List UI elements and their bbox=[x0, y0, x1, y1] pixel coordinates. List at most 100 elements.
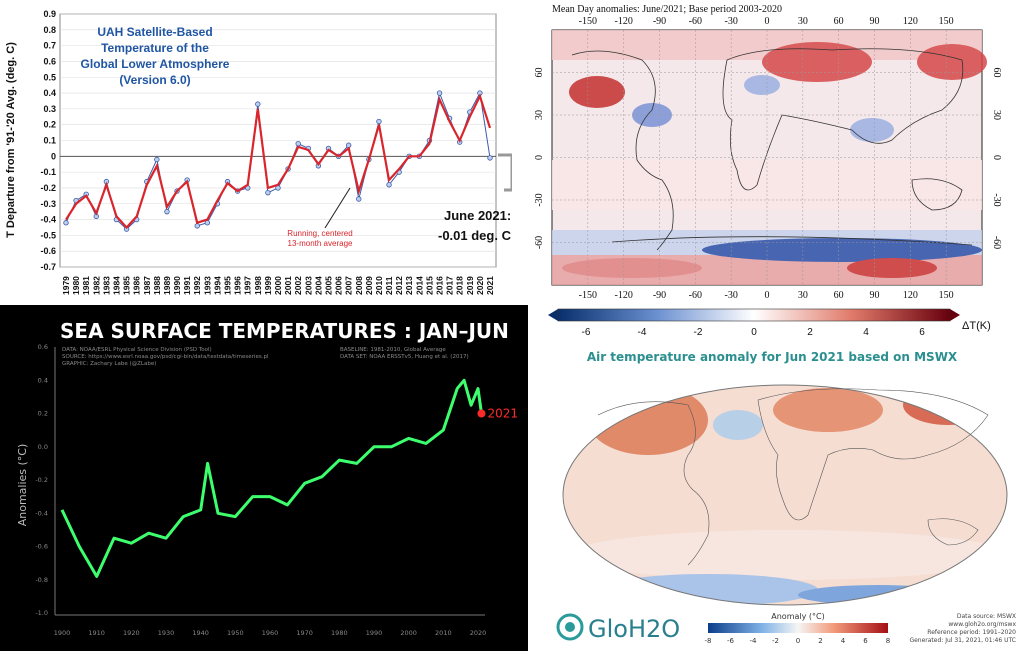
mean-day-lon-tick: 120 bbox=[903, 290, 918, 301]
mswx-colorbar-tick: 4 bbox=[841, 637, 846, 645]
sst-y-tick-label: -0.6 bbox=[35, 543, 48, 551]
mswx-colorbar-tick: 2 bbox=[818, 637, 822, 645]
sst-meta-left: DATA: NOAA/ESRL Physical Science Divisio… bbox=[62, 347, 269, 367]
sst-2021-label: 2021 bbox=[487, 407, 518, 421]
mean-day-lat-tick: 60 bbox=[991, 68, 1002, 78]
uah-x-tick-label: 1990 bbox=[172, 276, 182, 295]
uah-x-tick-label: 1997 bbox=[243, 276, 253, 295]
sst-y-tick-label: -1.0 bbox=[35, 609, 48, 617]
mean-day-lon-tick: 150 bbox=[939, 290, 954, 301]
uah-y-tick-label: -0.5 bbox=[40, 230, 56, 240]
uah-monthly-point bbox=[265, 189, 271, 196]
uah-x-tick-label: 2017 bbox=[445, 276, 455, 295]
uah-monthly-point bbox=[194, 223, 200, 229]
uah-running-arrow bbox=[324, 187, 351, 229]
mean-day-lon-tick: -30 bbox=[724, 16, 737, 27]
uah-y-tick-label: -0.7 bbox=[40, 262, 56, 272]
mean-day-lat-tick: -60 bbox=[991, 236, 1002, 249]
mswx-map: -6 -4 -2 0 2 4 6 ΔT(K) Air temperature anomaly… bbox=[548, 308, 1016, 645]
sst-y-axis-label: Anomalies (°C) bbox=[16, 444, 29, 527]
sst-meta-right-1: BASELINE: 1981-2010, Global Average bbox=[340, 347, 446, 353]
mswx-panel: -6 -4 -2 0 2 4 6 ΔT(K) Air temperature anomaly… bbox=[528, 305, 1024, 651]
sst-x-tick-label: 1920 bbox=[123, 629, 140, 637]
mean-day-title: Mean Day anomalies: June/2021; Base peri… bbox=[552, 4, 782, 15]
sst-line bbox=[60, 378, 483, 578]
uah-y-tick-label: 0.1 bbox=[43, 136, 56, 146]
sst-x-tick-label: 1910 bbox=[88, 629, 105, 637]
mean-day-lon-tick: -120 bbox=[614, 290, 632, 301]
sst-x-tick-label: 1950 bbox=[227, 629, 244, 637]
uah-x-tick-label: 2012 bbox=[394, 276, 404, 295]
uah-x-tick-label: 2011 bbox=[384, 276, 394, 295]
uah-y-tick-label: 0.5 bbox=[43, 72, 56, 82]
mean-day-lat-tick: 0 bbox=[991, 155, 1002, 160]
uah-x-tick-label: 1982 bbox=[91, 276, 101, 295]
sst-meta-right-2: DATA SET: NOAA ERSSTv5, Huang et al. (20… bbox=[340, 354, 469, 360]
sst-y-tick-label: 0.2 bbox=[38, 410, 48, 418]
mean-day-lon-tick: -150 bbox=[579, 290, 597, 301]
mean-day-lon-tick: 30 bbox=[798, 290, 808, 301]
uah-x-tick-label: 1987 bbox=[142, 276, 152, 295]
uah-y-tick-label: -0.6 bbox=[40, 246, 56, 256]
uah-june-label-2: -0.01 deg. C bbox=[438, 228, 512, 243]
uah-x-tick-label: 2009 bbox=[364, 276, 374, 295]
uah-x-tick-label: 2008 bbox=[354, 276, 364, 295]
mswx-colorbar-tick: -4 bbox=[750, 637, 758, 645]
uah-y-axis-label: T Departure from '91-'20 Avg. (deg. C) bbox=[5, 42, 17, 238]
mean-day-lat-tick: 0 bbox=[534, 155, 545, 160]
uah-june-callout bbox=[498, 153, 512, 192]
mean-day-colorbar-ticks: -6 -4 -2 0 2 4 6 bbox=[582, 327, 926, 338]
mean-day-coastlines bbox=[571, 48, 973, 251]
mean-day-lon-tick: 90 bbox=[870, 16, 880, 27]
uah-x-tick-label: 1985 bbox=[122, 276, 132, 295]
sst-meta-left-1: DATA: NOAA/ESRL Physical Science Divisio… bbox=[62, 347, 212, 353]
uah-monthly-point bbox=[345, 142, 352, 148]
uah-title-line-3: Global Lower Atmosphere bbox=[81, 57, 230, 71]
mean-day-lon-tick: -60 bbox=[689, 16, 702, 27]
uah-monthly-point bbox=[376, 118, 382, 125]
mswx-info-1: Data source: MSWX bbox=[957, 613, 1016, 620]
uah-x-tick-label: 2003 bbox=[303, 276, 313, 295]
uah-y-tick-label: -0.3 bbox=[40, 199, 56, 209]
sst-x-tick-label: 1980 bbox=[331, 629, 348, 637]
mean-day-lon-tick: -60 bbox=[689, 290, 702, 301]
mean-day-lat-ticks-left: 60 30 0 -30 -60 bbox=[534, 68, 545, 250]
uah-y-tick-labels: 0.9 0.8 0.7 0.6 0.5 0.4 0.3 0.2 0.1 0 -0.1 -0.2 -0.3… bbox=[40, 9, 56, 272]
uah-running-annotation: Running, centered 13-month average bbox=[287, 229, 353, 248]
uah-x-tick-label: 2013 bbox=[404, 276, 414, 295]
sst-x-tick-label: 1970 bbox=[296, 629, 313, 637]
mean-day-lat-ticks-right: 60 30 0 -30 -60 bbox=[991, 68, 1002, 250]
mean-day-lon-tick: 60 bbox=[834, 290, 844, 301]
sst-x-tick-label: 2000 bbox=[400, 629, 417, 637]
sst-y-tick-labels: -1.0 -0.8 -0.6 -0.4 -0.2 0.0 0.2 0.4 0.6 bbox=[35, 343, 48, 617]
mean-day-colorbar-tick: -6 bbox=[582, 327, 591, 338]
uah-running-line bbox=[65, 93, 492, 230]
mean-day-colorbar-tick: 6 bbox=[919, 327, 925, 338]
uah-y-tick-label: 0.4 bbox=[43, 88, 56, 98]
uah-title: UAH Satellite-Based Temperature of the G… bbox=[81, 25, 230, 87]
mean-day-colorbar-unit: ΔT(K) bbox=[962, 320, 991, 332]
uah-title-line-4: (Version 6.0) bbox=[119, 73, 190, 87]
mswx-colorbar-tick: -8 bbox=[705, 637, 712, 645]
uah-y-tick-label: -0.2 bbox=[40, 183, 56, 193]
mean-day-colorbar-tick: -4 bbox=[638, 327, 647, 338]
uah-y-tick-label: -0.1 bbox=[40, 167, 56, 177]
mswx-colorbar-tick: -6 bbox=[727, 637, 735, 645]
uah-june-annotation: June 2021: -0.01 deg. C bbox=[438, 208, 512, 243]
uah-monthly-point bbox=[436, 90, 443, 96]
mswx-colorbar-tick: 8 bbox=[886, 637, 890, 645]
mswx-map-outline bbox=[562, 384, 1008, 606]
uah-monthly-point bbox=[386, 182, 392, 188]
sst-x-tick-label: 1990 bbox=[366, 629, 383, 637]
uah-x-tick-label: 1993 bbox=[202, 276, 212, 295]
uah-x-tick-label: 2018 bbox=[455, 276, 465, 295]
uah-x-tick-label: 2010 bbox=[374, 276, 384, 295]
uah-monthly-point bbox=[255, 101, 261, 107]
sst-title: SEA SURFACE TEMPERATURES : JAN–JUN bbox=[60, 319, 509, 343]
sst-y-tick-label: -0.2 bbox=[35, 476, 48, 484]
mean-day-panel: Mean Day anomalies: June/2021; Base peri… bbox=[512, 0, 1024, 303]
mean-day-lon-tick: -90 bbox=[653, 290, 666, 301]
uah-x-tick-label: 2014 bbox=[414, 276, 424, 295]
uah-x-tick-label: 1998 bbox=[253, 276, 263, 295]
mswx-colorbar bbox=[708, 623, 888, 633]
